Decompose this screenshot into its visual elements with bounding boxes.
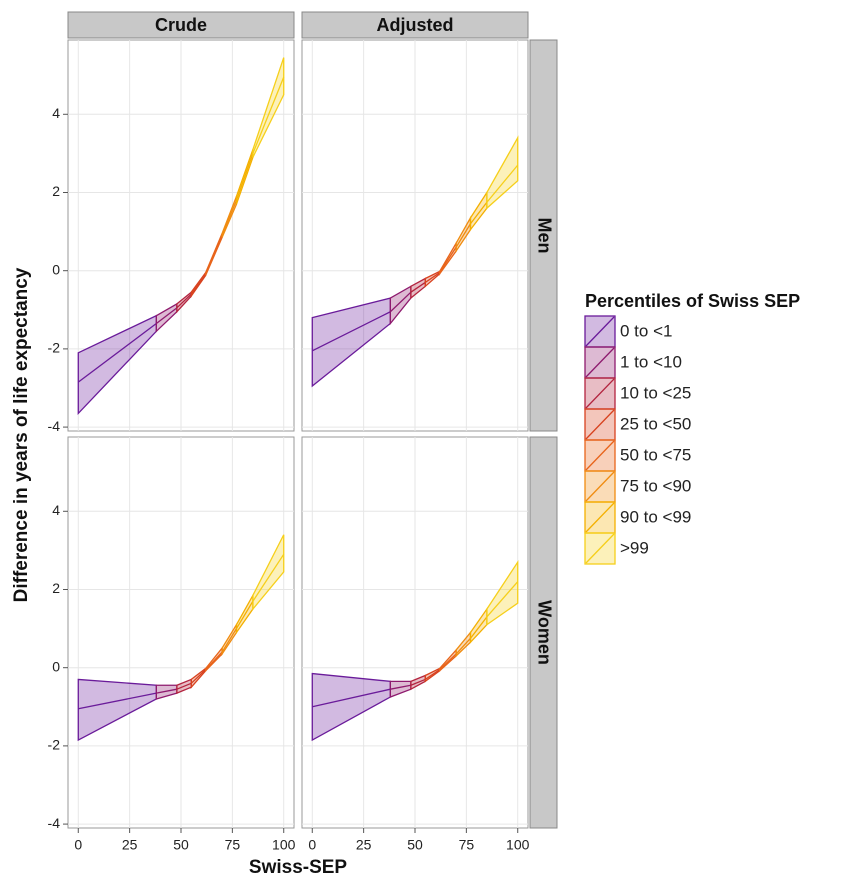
legend-label: 25 to <50 [620, 414, 691, 433]
estimate-line [389, 291, 412, 313]
x-tick-label: 50 [173, 837, 189, 853]
estimate-line [156, 688, 178, 694]
legend-label: 0 to <1 [620, 321, 672, 340]
x-tick-label: 0 [308, 837, 316, 853]
legend-title: Percentiles of Swiss SEP [585, 291, 800, 311]
y-tick-label: -2 [48, 737, 61, 753]
x-tick-label: 100 [272, 837, 296, 853]
estimate-line [205, 235, 223, 275]
facet-strip [67, 11, 295, 39]
estimate-line [469, 201, 488, 225]
y-axis-title: Difference in years of life expectancy [11, 267, 32, 602]
estimate-line [455, 637, 471, 655]
facet-label: Men [534, 218, 554, 254]
estimate-line [155, 307, 178, 324]
legend-key-line [585, 471, 615, 502]
facet-label: Women [534, 600, 554, 665]
estimate-line [190, 669, 207, 684]
y-tick-label: 2 [52, 580, 60, 596]
legend-key-line [585, 502, 615, 533]
estimate-line [235, 153, 254, 201]
x-tick-label: 25 [356, 837, 372, 853]
y-tick-label: -4 [48, 815, 61, 831]
facet-strip [529, 39, 558, 432]
estimate-line [235, 600, 254, 629]
ci-ribbon [486, 135, 519, 210]
y-tick-label: 0 [52, 658, 60, 674]
legend-label: 75 to <90 [620, 476, 691, 495]
estimate-line [78, 692, 157, 710]
x-tick-label: 25 [122, 837, 138, 853]
estimate-line [390, 684, 412, 690]
estimate-line [205, 651, 223, 671]
x-tick-label: 50 [407, 837, 423, 853]
estimate-line [252, 553, 285, 602]
legend-label: 50 to <75 [620, 445, 691, 464]
estimate-line [486, 164, 519, 203]
estimate-line [176, 682, 192, 690]
estimate-line [439, 246, 457, 273]
facet-label: Adjusted [376, 15, 453, 35]
legend-key-line [585, 347, 615, 378]
estimate-line [221, 200, 238, 236]
estimate-line [312, 688, 391, 708]
legend-label: 1 to <10 [620, 352, 682, 371]
legend-key-line [585, 533, 615, 564]
y-tick-label: -2 [48, 340, 61, 356]
legend-key-line [585, 440, 615, 471]
y-tick-label: -4 [48, 418, 61, 434]
estimate-line [486, 581, 519, 618]
estimate-line [190, 274, 207, 295]
legend-label: 10 to <25 [620, 383, 691, 402]
x-tick-label: 100 [506, 837, 530, 853]
x-tick-label: 75 [459, 837, 475, 853]
estimate-line [221, 628, 238, 653]
estimate-line [311, 311, 391, 352]
legend-key-line [585, 378, 615, 409]
x-tick-label: 75 [225, 837, 241, 853]
ci-ribbon [252, 57, 285, 158]
facet-strip [301, 11, 529, 39]
x-axis-title: Swiss-SEP [249, 857, 348, 878]
estimate-line [176, 293, 192, 309]
estimate-line [424, 669, 441, 680]
y-tick-label: 2 [52, 183, 60, 199]
x-tick-label: 0 [74, 837, 82, 853]
y-tick-label: 4 [52, 105, 60, 121]
estimate-line [439, 653, 457, 671]
estimate-line [455, 223, 472, 248]
estimate-line [410, 281, 426, 293]
y-tick-label: 4 [52, 502, 60, 518]
legend-label: 90 to <99 [620, 507, 691, 526]
estimate-line [424, 272, 441, 283]
facet-label: Crude [155, 15, 207, 35]
legend-key-line [585, 409, 615, 440]
y-tick-label: 0 [52, 261, 60, 277]
estimate-line [469, 616, 488, 639]
estimate-line [252, 76, 285, 154]
estimate-line [410, 678, 426, 686]
legend-key-line [585, 316, 615, 347]
facet-strip [529, 436, 558, 829]
legend-label: >99 [620, 538, 649, 557]
estimate-line [77, 322, 157, 383]
